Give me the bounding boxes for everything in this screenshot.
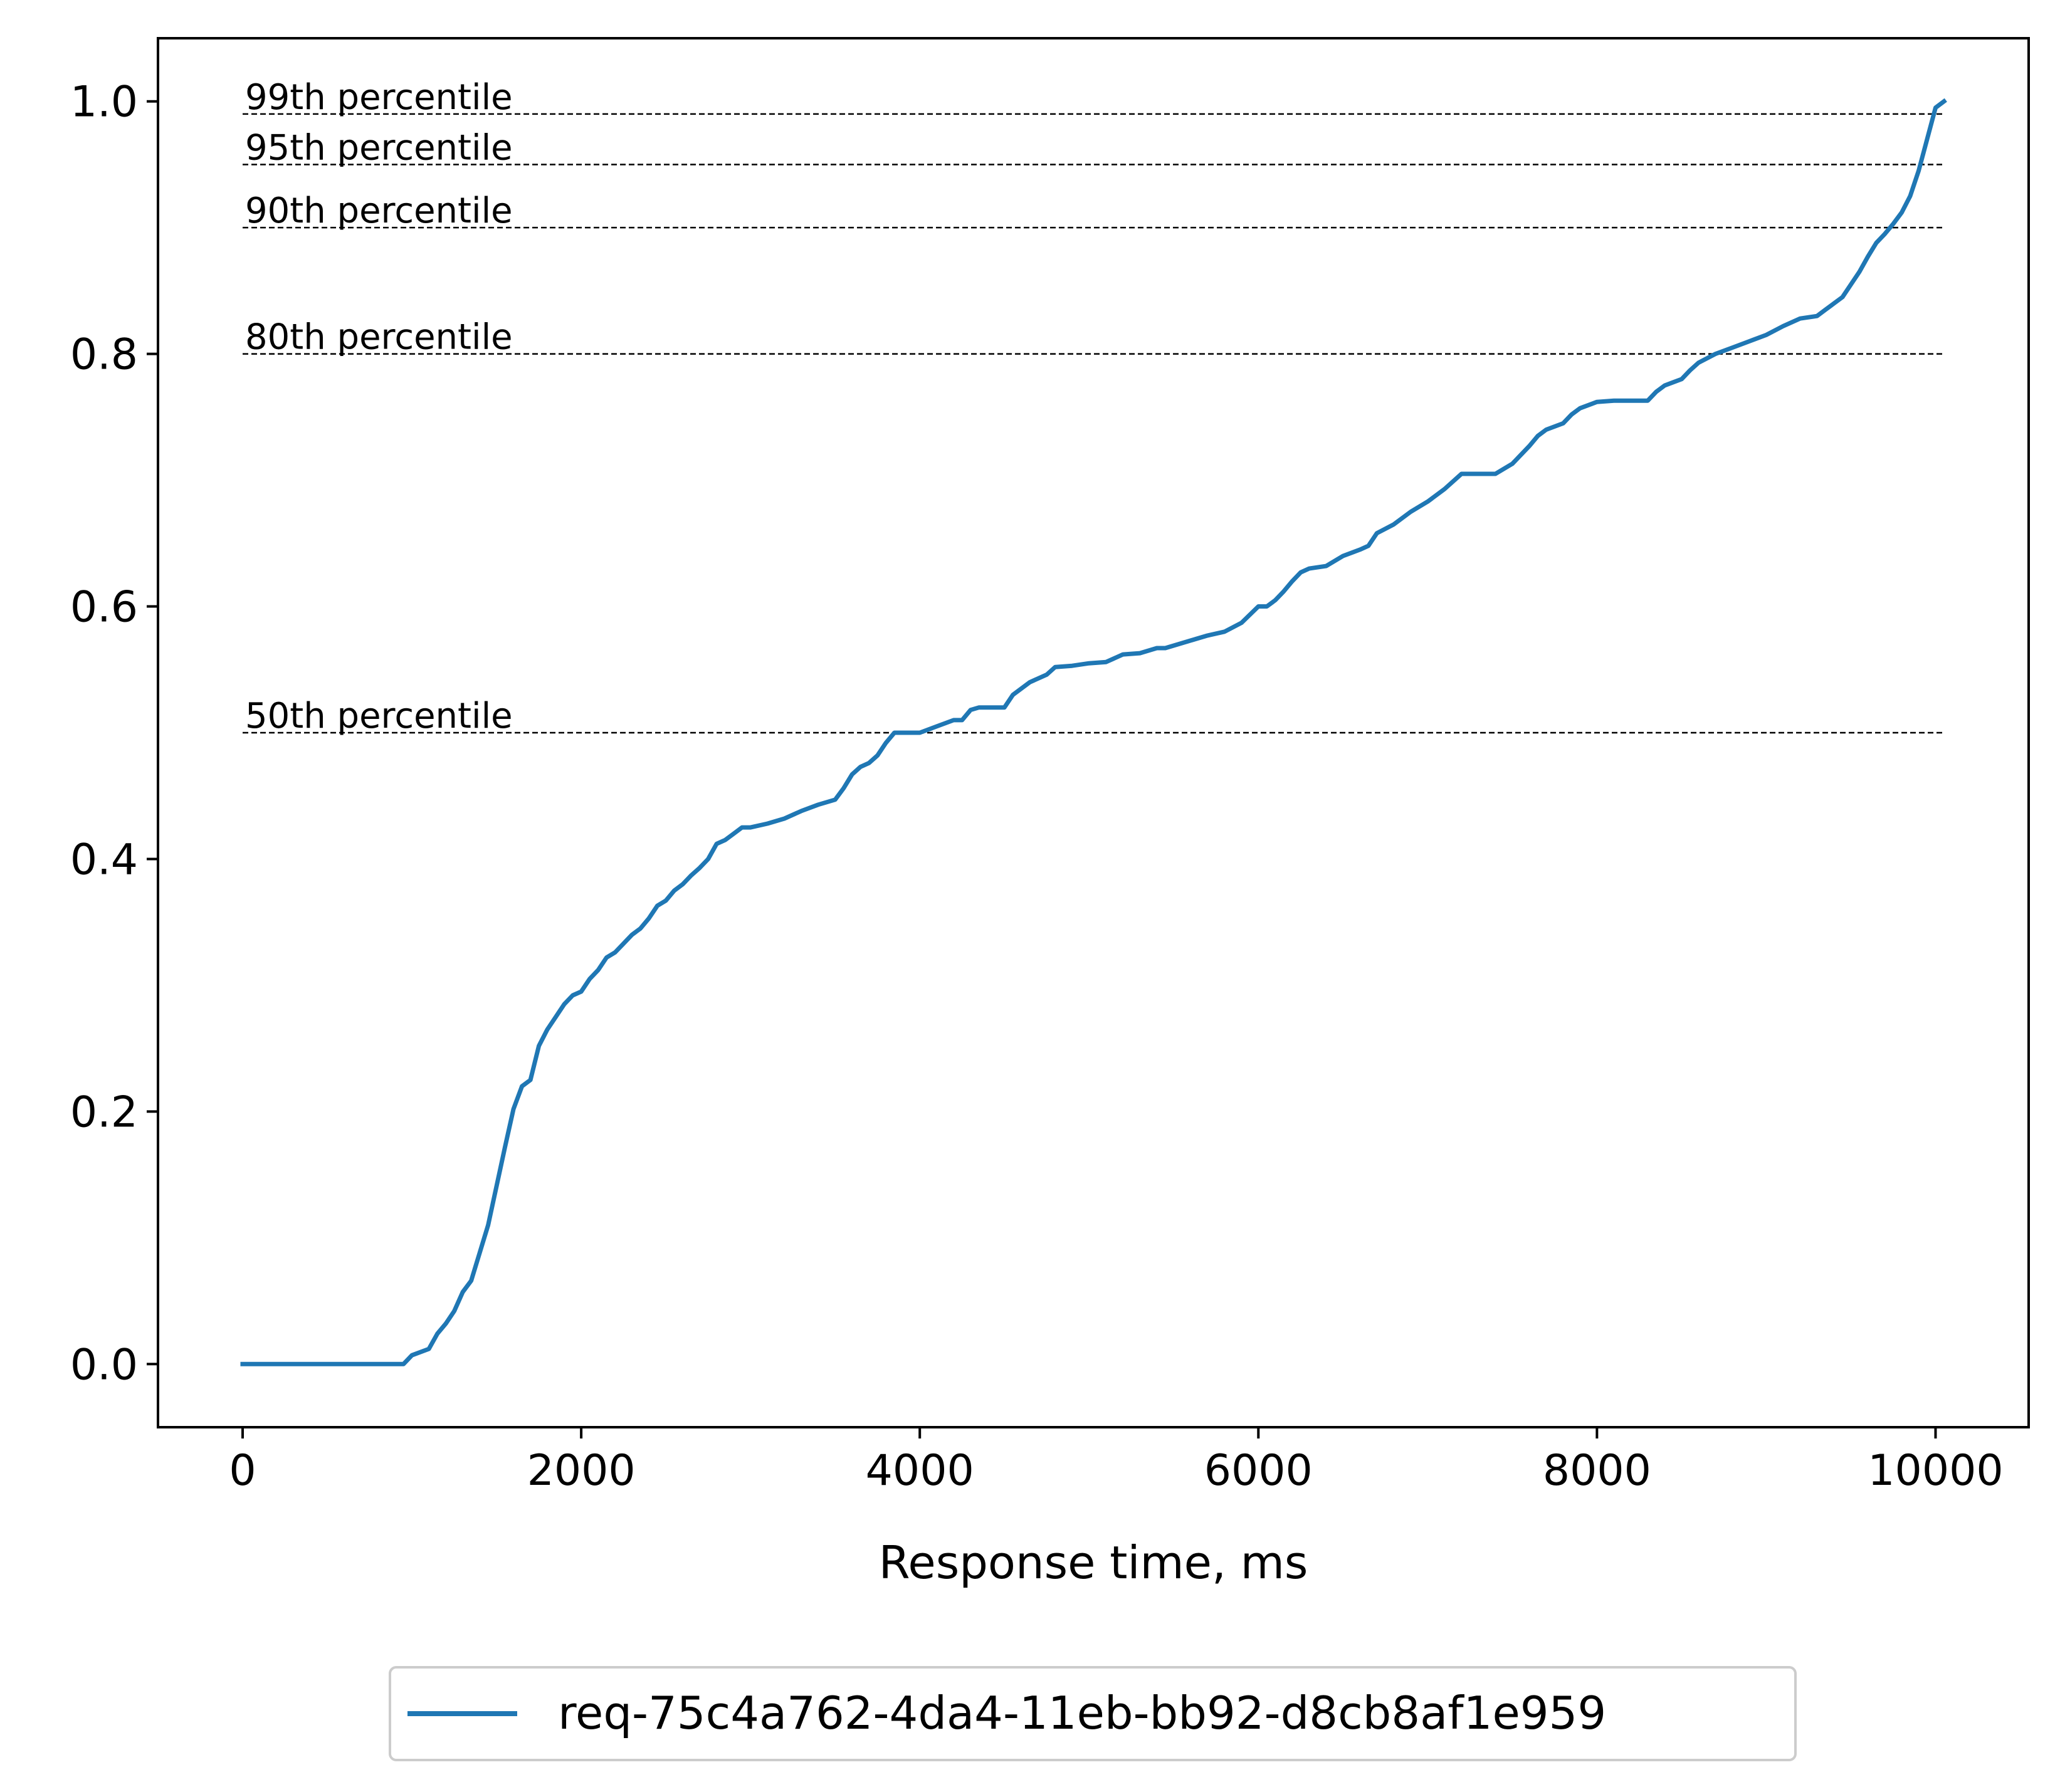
- x-axis: 0 2000 4000 6000 8000 10000: [229, 1427, 2004, 1496]
- y-tick-label: 0.8: [70, 330, 138, 380]
- series-line: [240, 98, 1947, 1366]
- x-axis-label: Response time, ms: [879, 1536, 1308, 1589]
- percentile-label: 95th percentile: [245, 127, 513, 168]
- x-tick-label: 10000: [1868, 1446, 2003, 1496]
- percentile-label: 90th percentile: [245, 191, 513, 231]
- x-tick-label: 6000: [1204, 1446, 1313, 1496]
- x-tick-label: 0: [229, 1446, 256, 1496]
- y-tick-label: 0.4: [70, 835, 138, 884]
- percentile-label: 50th percentile: [245, 696, 513, 736]
- legend-box: [389, 1666, 1797, 1761]
- legend-series-label: req-75c4a762-4da4-11eb-bb92-d8cb8af1e959: [558, 1687, 1606, 1739]
- y-tick-label: 0.0: [70, 1340, 138, 1390]
- x-tick-label: 4000: [866, 1446, 974, 1496]
- legend[interactable]: req-75c4a762-4da4-11eb-bb92-d8cb8af1e959: [389, 1666, 1797, 1761]
- y-tick-label: 0.2: [70, 1087, 138, 1137]
- percentile-label: 80th percentile: [245, 317, 513, 358]
- x-tick-label: 2000: [527, 1446, 636, 1496]
- x-tick-label: 8000: [1543, 1446, 1651, 1496]
- y-tick-label: 1.0: [70, 78, 138, 127]
- series-lines: [240, 98, 1947, 1366]
- plot-frame: [157, 37, 2030, 1428]
- y-tick-label: 0.6: [70, 583, 138, 632]
- percentile-lines: 99th percentile 95th percentile 90th perce…: [243, 77, 1944, 736]
- percentile-label: 99th percentile: [245, 77, 513, 118]
- y-axis: 0.0 0.2 0.4 0.6 0.8 1.0: [70, 78, 158, 1390]
